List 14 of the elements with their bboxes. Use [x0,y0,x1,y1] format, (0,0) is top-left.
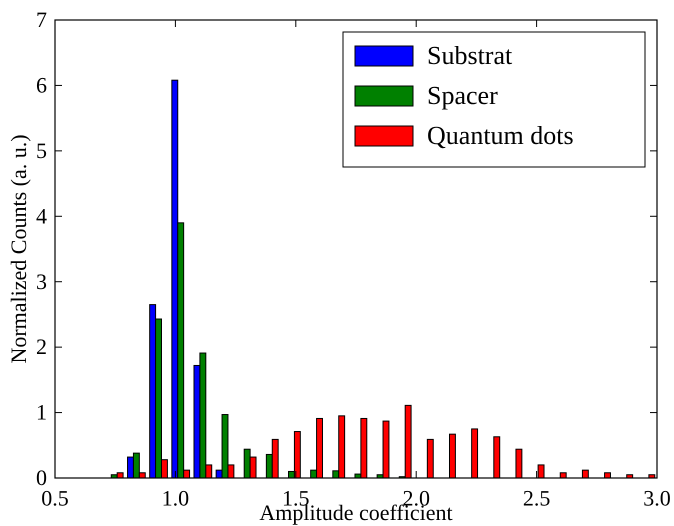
x-tick-label: 2.5 [522,486,550,511]
legend-label: Quantum dots [427,121,574,150]
y-tick-label: 6 [36,72,47,98]
y-axis-title: Normalized Counts (a. u.) [6,134,31,364]
legend-label: Substrat [427,41,513,70]
y-tick-label: 7 [36,7,47,32]
y-tick-label: 3 [36,268,47,294]
y-tick-label: 1 [36,400,47,425]
x-tick-label: 3.0 [643,486,671,511]
x-tick-label: 1.0 [162,486,190,511]
y-tick-label: 5 [36,138,47,163]
y-tick-label: 2 [36,334,47,360]
y-tick-label: 4 [36,203,47,228]
legend-label: Spacer [427,81,498,110]
